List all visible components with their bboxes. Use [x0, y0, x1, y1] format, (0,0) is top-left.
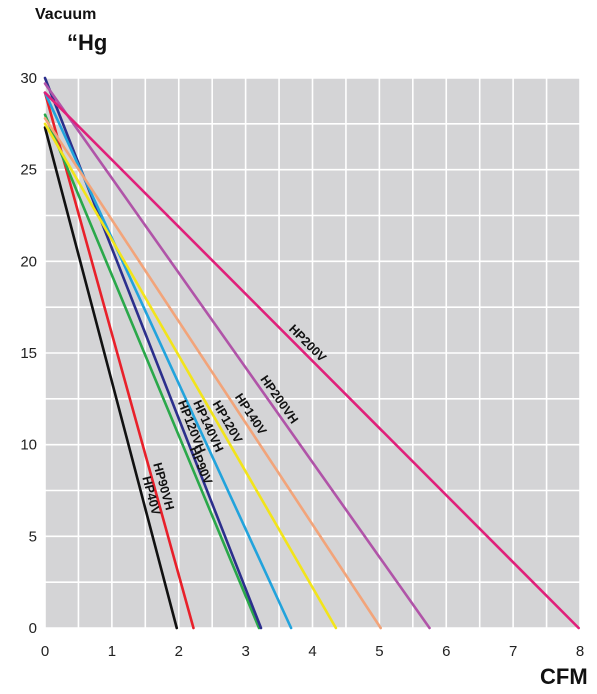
series-line-hp90vh	[43, 91, 195, 630]
x-tick-label: 0	[41, 643, 49, 660]
x-tick-label: 3	[241, 643, 249, 660]
series-lines	[43, 76, 580, 630]
y-tick-label: 25	[20, 162, 37, 179]
series-line-hp120v	[43, 122, 338, 630]
x-axis-title: CFM	[540, 664, 588, 689]
y-tick-label: 10	[20, 437, 37, 454]
series-line-hp40v	[43, 126, 179, 630]
grid	[44, 77, 581, 629]
x-tick-label: 4	[308, 643, 316, 660]
x-tick-label: 2	[175, 643, 183, 660]
y-tick-label: 15	[20, 345, 37, 362]
y-axis-title-line1: Vacuum	[35, 6, 97, 23]
x-tick-label: 5	[375, 643, 383, 660]
x-tick-label: 6	[442, 643, 450, 660]
series-line-hp200vh	[43, 82, 431, 630]
series-line-hp90v	[43, 113, 261, 630]
series-line-hp140v	[43, 117, 383, 630]
series-line-hp200v	[43, 91, 580, 630]
x-tick-label: 7	[509, 643, 517, 660]
y-tick-label: 20	[20, 253, 37, 270]
y-tick-label: 5	[29, 528, 37, 545]
x-tick-label: 8	[576, 643, 584, 660]
x-tick-label: 1	[108, 643, 116, 660]
y-tick-label: 30	[20, 70, 37, 87]
tick-labels: 0 1 2 3 4 5 6 7 8 0 5 10 15 20 25 30	[20, 70, 584, 660]
y-tick-label: 0	[29, 620, 37, 637]
y-axis-title-line2: “Hg	[67, 30, 108, 55]
